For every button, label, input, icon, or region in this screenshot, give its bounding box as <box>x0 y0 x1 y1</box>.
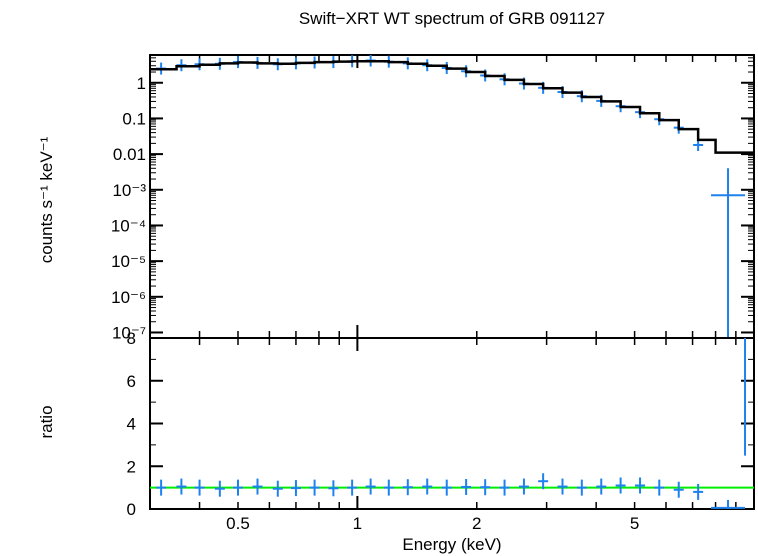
y-tick-label: 0.1 <box>122 109 146 128</box>
y-tick-label: 10⁻³ <box>112 181 146 200</box>
ratio-data-point <box>347 479 358 496</box>
ratio-data-point <box>499 479 510 496</box>
ratio-y-tick-label: 6 <box>127 372 136 391</box>
x-tick-label: 1 <box>353 514 362 533</box>
x-tick-label: 2 <box>472 514 481 533</box>
ratio-data-point <box>272 480 283 497</box>
chart-title: Swift−XRT WT spectrum of GRB 091127 <box>299 9 605 28</box>
ratio-data-point <box>711 499 746 509</box>
y-tick-label: 10⁻⁶ <box>111 288 146 307</box>
x-tick-label: 0.5 <box>226 514 250 533</box>
ratio-data-point <box>538 473 549 490</box>
ratio-data-point <box>615 477 626 494</box>
ratio-plot-area <box>150 338 754 509</box>
spectrum-model-line <box>150 60 754 154</box>
y-tick-label: 10⁻⁴ <box>111 216 146 235</box>
ratio-data-point <box>309 479 320 496</box>
ratio-frame <box>149 337 755 510</box>
spectrum-plot-area <box>150 55 754 338</box>
y-tick-label: 0.01 <box>113 145 146 164</box>
ratio-data-point <box>654 479 665 496</box>
x-axis-label: Energy (keV) <box>402 535 501 554</box>
ratio-data-point <box>461 478 472 495</box>
y-tick-label: 10⁻⁷ <box>112 323 146 342</box>
ratio-data-point <box>402 479 413 496</box>
ratio-data-point <box>693 483 704 500</box>
ratio-data-point <box>232 479 243 496</box>
ratio-data-point <box>328 480 339 497</box>
ratio-data-point <box>518 478 529 495</box>
ratio-panel: 0.5 1 2 5 0 2 4 6 8 <box>127 329 755 533</box>
spectrum-frame <box>149 54 755 339</box>
ratio-data-point <box>596 478 607 495</box>
ratio-data-point <box>422 478 433 495</box>
ratio-data-point <box>156 479 167 496</box>
ratio-data-point <box>383 479 394 496</box>
ratio-y-tick-label: 0 <box>127 500 136 519</box>
ratio-y-tick-label: 2 <box>127 457 136 476</box>
ratio-y-tick-label: 8 <box>127 329 136 348</box>
ratio-data-point <box>176 478 187 495</box>
ratio-y-tick-label: 4 <box>127 415 136 434</box>
ratio-data-point <box>557 478 568 495</box>
ratio-data-point <box>576 479 587 496</box>
spectrum-panel: 1 0.1 0.01 10⁻³ 10⁻⁴ 10⁻⁵ 10⁻⁶ 10⁻⁷ <box>111 54 755 342</box>
x-tick-label: 5 <box>630 514 639 533</box>
ratio-data-point <box>365 478 376 495</box>
ratio-data-point <box>194 479 205 496</box>
spectrum-y-axis-label: counts s⁻¹ keV⁻¹ <box>37 136 56 263</box>
spectrum-data-point <box>711 168 746 338</box>
y-tick-label: 1 <box>137 74 146 93</box>
ratio-y-axis-label: ratio <box>37 405 56 438</box>
ratio-data-point <box>290 480 301 497</box>
ratio-data-point <box>673 481 684 498</box>
ratio-data-point <box>480 479 491 496</box>
y-tick-label: 10⁻⁵ <box>111 252 146 271</box>
ratio-data-point <box>635 477 646 494</box>
ratio-data-point <box>252 478 263 495</box>
ratio-data-point <box>441 479 452 496</box>
ratio-data-point <box>214 480 225 497</box>
